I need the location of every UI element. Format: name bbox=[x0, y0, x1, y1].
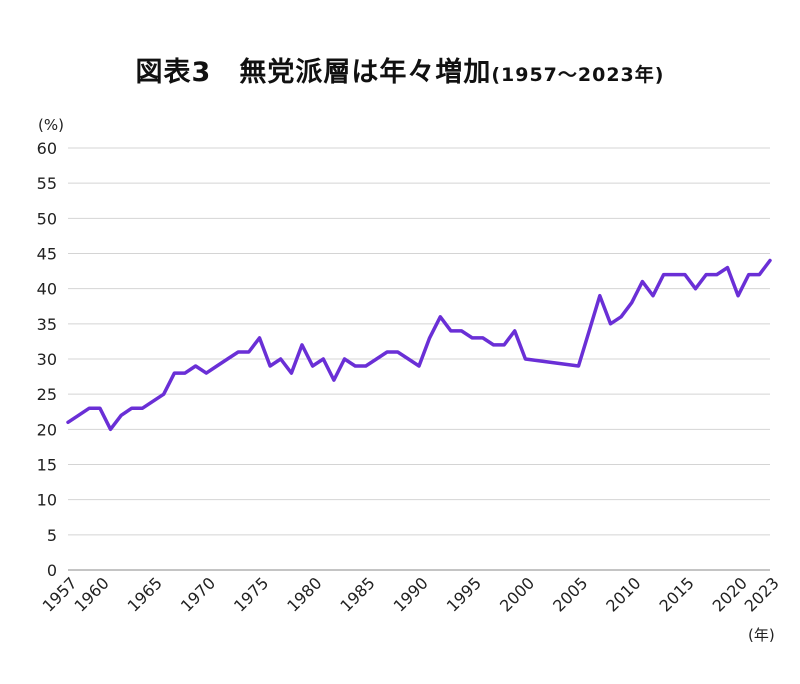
x-tick-label: 1990 bbox=[390, 573, 432, 615]
y-axis-unit-label: (%) bbox=[38, 116, 64, 134]
y-tick-label: 25 bbox=[37, 385, 57, 404]
x-tick-label: 1985 bbox=[336, 573, 378, 615]
x-tick-label: 2000 bbox=[496, 573, 538, 615]
y-tick-label: 5 bbox=[47, 526, 57, 545]
y-tick-label: 30 bbox=[37, 350, 57, 369]
x-tick-label: 1980 bbox=[283, 573, 325, 615]
y-tick-label: 50 bbox=[37, 209, 57, 228]
chart-title: 図表3 無党派層は年々増加(1957〜2023年) bbox=[0, 50, 800, 89]
x-tick-label: 1957 bbox=[39, 573, 81, 615]
x-tick-label: 2015 bbox=[656, 573, 698, 615]
x-tick-label: 2005 bbox=[549, 573, 591, 615]
x-tick-label: 1970 bbox=[177, 573, 219, 615]
y-tick-label: 15 bbox=[37, 456, 57, 475]
y-tick-label: 40 bbox=[37, 280, 57, 299]
x-tick-label: 1975 bbox=[230, 573, 272, 615]
x-tick-label: 1960 bbox=[71, 573, 113, 615]
grid-lines bbox=[68, 147, 770, 571]
x-tick-label: 1995 bbox=[443, 573, 485, 615]
x-tick-label: 1965 bbox=[124, 573, 166, 615]
y-tick-label: 20 bbox=[37, 420, 57, 439]
data-series bbox=[66, 258, 772, 432]
x-tick-label: 2020 bbox=[709, 573, 751, 615]
x-axis-unit-label: (年) bbox=[748, 626, 775, 644]
series-line bbox=[66, 258, 772, 432]
y-tick-label: 35 bbox=[37, 315, 57, 334]
y-tick-label: 0 bbox=[47, 561, 57, 580]
y-tick-label: 60 bbox=[37, 139, 57, 158]
y-tick-label: 45 bbox=[37, 245, 57, 264]
chart-title-main: 図表3 無党派層は年々増加 bbox=[135, 57, 492, 88]
y-axis-ticks: 0 5 10 15 20 25 30 35 40 45 50 55 60 bbox=[37, 139, 57, 580]
y-tick-label: 55 bbox=[37, 174, 57, 193]
y-tick-label: 10 bbox=[37, 491, 57, 510]
x-tick-label: 2023 bbox=[741, 573, 783, 615]
chart-subtitle: (1957〜2023年) bbox=[491, 64, 665, 86]
x-tick-label: 2010 bbox=[602, 573, 644, 615]
